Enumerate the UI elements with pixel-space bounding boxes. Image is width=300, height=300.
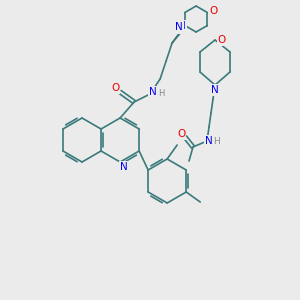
Text: N: N: [175, 22, 183, 32]
Text: N: N: [178, 21, 186, 31]
Text: N: N: [120, 162, 128, 172]
Text: O: O: [209, 5, 218, 16]
Text: H: H: [214, 137, 220, 146]
Text: N: N: [211, 85, 219, 95]
Text: O: O: [177, 129, 185, 139]
Text: O: O: [111, 83, 119, 93]
Text: N: N: [149, 87, 157, 97]
Text: O: O: [218, 35, 226, 45]
Text: N: N: [205, 136, 213, 146]
Text: H: H: [158, 88, 164, 98]
